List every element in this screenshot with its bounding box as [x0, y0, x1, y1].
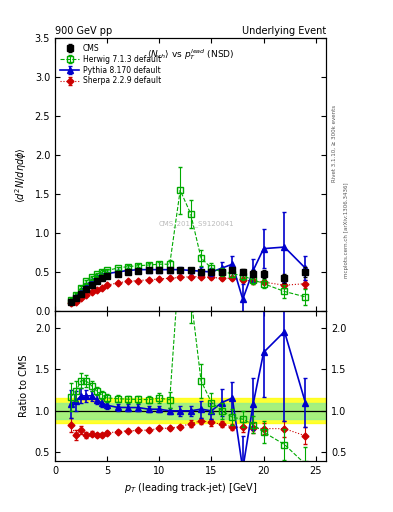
Text: Rivet 3.1.10, ≥ 300k events: Rivet 3.1.10, ≥ 300k events: [332, 105, 337, 182]
Text: 900 GeV pp: 900 GeV pp: [55, 26, 112, 36]
Text: CMS_2011_S9120041: CMS_2011_S9120041: [158, 220, 234, 227]
Y-axis label: Ratio to CMS: Ratio to CMS: [19, 355, 29, 417]
Text: mcplots.cern.ch [arXiv:1306.3436]: mcplots.cern.ch [arXiv:1306.3436]: [344, 183, 349, 278]
Legend: CMS, Herwig 7.1.3 default, Pythia 8.170 default, Sherpa 2.2.9 default: CMS, Herwig 7.1.3 default, Pythia 8.170 …: [59, 42, 162, 87]
X-axis label: $p_T$ (leading track-jet) [GeV]: $p_T$ (leading track-jet) [GeV]: [124, 481, 257, 495]
Text: $\langle N_{ch}\rangle$ vs $p_T^{lead}$ (NSD): $\langle N_{ch}\rangle$ vs $p_T^{lead}$ …: [147, 47, 234, 61]
Text: Underlying Event: Underlying Event: [242, 26, 326, 36]
Y-axis label: $\langle d^{2}N/d\eta d\phi\rangle$: $\langle d^{2}N/d\eta d\phi\rangle$: [13, 147, 29, 203]
